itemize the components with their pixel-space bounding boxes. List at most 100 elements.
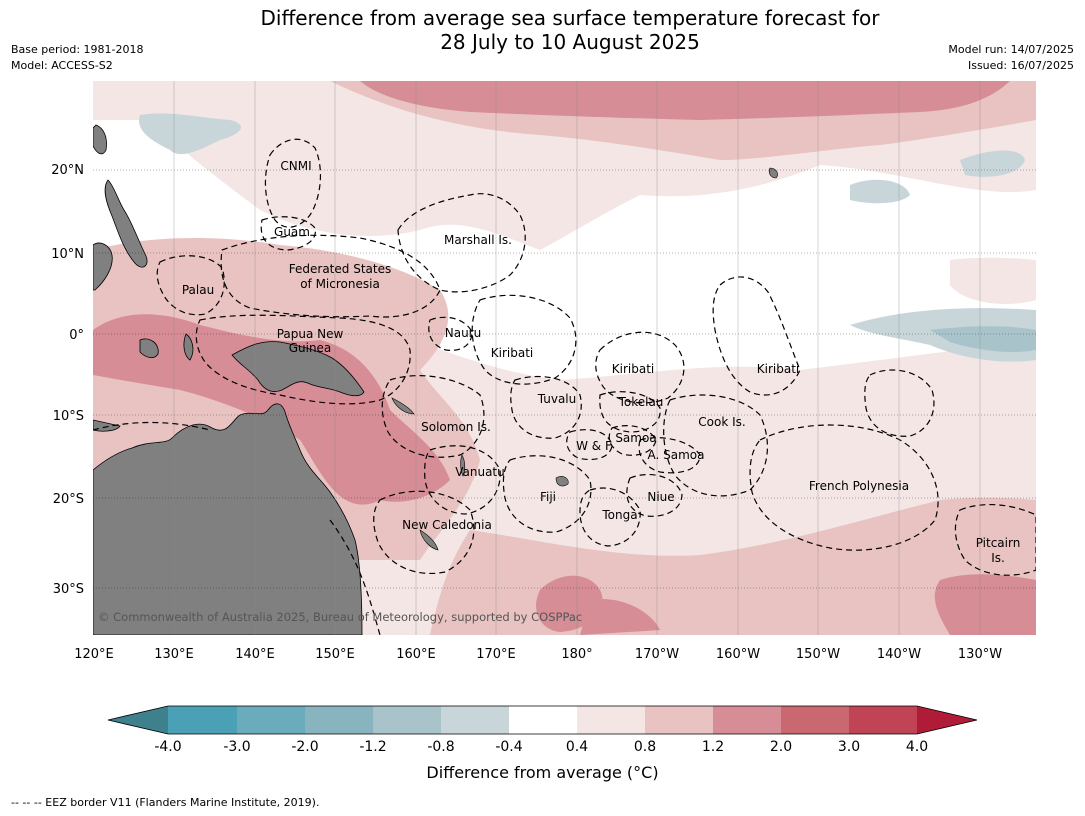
label-png-line1: Papua New: [277, 327, 344, 341]
cb-tick-6: 0.4: [566, 739, 588, 755]
title-line-1: Difference from average sea surface temp…: [260, 6, 880, 30]
lon-label-130e: 130°E: [154, 647, 194, 662]
lon-label-130w: 130°W: [958, 647, 1002, 662]
vanuatu-landmass: [460, 454, 466, 477]
eez-nauru: [428, 316, 473, 351]
anomaly-1.2-north: [360, 81, 1010, 120]
issued-date: Issued: 16/07/2025: [967, 59, 1074, 72]
eez-tokelau: [599, 391, 661, 433]
label-palau: Palau: [182, 283, 214, 297]
colorbar-ticks: -4.0 -3.0 -2.0 -1.2 -0.8 -0.4 0.4 0.8 1.…: [154, 739, 928, 755]
cb-tick-11: 4.0: [906, 739, 928, 755]
cb-tick-5: -0.4: [495, 739, 522, 755]
colorbar-swatch-8: [645, 706, 713, 734]
label-tokelau: Tokelau: [618, 395, 664, 409]
eez-fsm: [220, 234, 441, 318]
region-labels: CNMI Guam Marshall Is. Federated States …: [182, 159, 1020, 565]
eez-guam: [260, 216, 316, 251]
anomaly-cool-northeast: [960, 150, 1025, 177]
lon-label-150e: 150°E: [315, 647, 355, 662]
colorbar-swatch-12: [917, 706, 977, 734]
model-name: Model: ACCESS-S2: [11, 59, 113, 72]
halmahera-landmass: [183, 333, 194, 361]
base-period: Base period: 1981-2018: [11, 43, 144, 56]
label-samoa: Samoa: [615, 431, 656, 445]
eez-palau: [156, 255, 225, 316]
eez-kiribati-east: [864, 369, 935, 437]
new-guinea-landmass: [231, 341, 365, 397]
australia-landmass: [93, 403, 363, 635]
eez-american-samoa: [638, 437, 701, 474]
anomaly-0.4-east: [950, 257, 1036, 305]
cb-tick-0: -4.0: [154, 739, 181, 755]
lat-label-10s: 10°S: [53, 409, 84, 424]
eez-cook: [663, 394, 769, 497]
label-kiribati-east: Kiribati: [757, 362, 799, 376]
sulawesi-landmass: [139, 338, 159, 358]
eez-png: [195, 314, 411, 405]
lat-label-20n: 20°N: [51, 163, 84, 178]
sst-map: CNMI Guam Marshall Is. Federated States …: [93, 81, 1036, 635]
cb-tick-2: -2.0: [291, 739, 318, 755]
label-cook: Cook Is.: [698, 415, 745, 429]
lon-label-170w: 170°W: [635, 647, 679, 662]
eez-solomon: [381, 375, 485, 458]
lat-label-30s: 30°S: [53, 582, 84, 597]
borneo-landmass: [93, 242, 113, 291]
eez-borders: [93, 138, 1036, 635]
eez-tuvalu: [510, 375, 582, 439]
lon-label-120e: 120°E: [74, 647, 114, 662]
label-fsm-line2: of Micronesia: [300, 277, 380, 291]
label-kiribati-central: Kiribati: [612, 362, 654, 376]
lon-label-160w: 160°W: [716, 647, 760, 662]
colorbar-swatch-2: [237, 706, 305, 734]
cb-tick-3: -1.2: [359, 739, 386, 755]
eez-kiribati-phoenix: [595, 331, 685, 404]
label-cnmi: CNMI: [280, 159, 311, 173]
anomaly-1.2-south-b: [580, 599, 660, 635]
label-pitcairn-line2: Is.: [991, 551, 1005, 565]
colorbar: -4.0 -3.0 -2.0 -1.2 -0.8 -0.4 0.4 0.8 1.…: [107, 705, 978, 755]
colorbar-swatch-6: [509, 706, 577, 734]
eez-tonga: [579, 487, 641, 547]
colorbar-swatch-10: [781, 706, 849, 734]
colorbar-outline: [107, 705, 978, 735]
label-marshall: Marshall Is.: [444, 233, 512, 247]
label-fsm-line1: Federated States: [289, 262, 391, 276]
label-american-samoa: A. Samoa: [648, 448, 705, 462]
cb-tick-7: 0.8: [634, 739, 656, 755]
label-tonga: Tonga: [601, 508, 637, 522]
colorbar-swatch-5: [441, 706, 509, 734]
lon-label-160e: 160°E: [396, 647, 436, 662]
solomon-landmass: [391, 397, 415, 415]
label-solomon: Solomon Is.: [421, 420, 491, 434]
label-kiribati-west: Kiribati: [491, 346, 533, 360]
colorbar-swatch-3: [305, 706, 373, 734]
cb-tick-4: -0.8: [427, 739, 454, 755]
lon-label-140w: 140°W: [877, 647, 921, 662]
lon-label-180: 180°: [561, 647, 592, 662]
label-french-polynesia: French Polynesia: [809, 479, 909, 493]
label-tuvalu: Tuvalu: [537, 392, 577, 406]
title-line-2: 28 July to 10 August 2025: [440, 30, 700, 54]
eez-footnote: -- -- -- EEZ border V11 (Flanders Marine…: [11, 796, 320, 809]
lat-label-20s: 20°S: [53, 492, 84, 507]
eez-new-caledonia: [373, 490, 475, 574]
eez-vanuatu: [424, 445, 501, 515]
colorbar-swatch-0: [108, 706, 168, 734]
hawaii-landmass: [768, 167, 778, 179]
new-caledonia-landmass: [419, 529, 439, 551]
gridlines: [93, 169, 1036, 589]
anomaly-cool-equator-core: [930, 326, 1036, 353]
label-niue: Niue: [647, 490, 674, 504]
label-nauru: Nauru: [445, 326, 481, 340]
lat-label-0: 0°: [69, 328, 84, 343]
colorbar-label: Difference from average (°C): [426, 763, 659, 782]
map-title: Difference from average sea surface temp…: [0, 6, 1085, 54]
eez-french-polynesia: [749, 424, 939, 551]
lon-label-150w: 150°W: [796, 647, 840, 662]
lon-label-140e: 140°E: [235, 647, 275, 662]
label-new-caledonia: New Caledonia: [402, 518, 492, 532]
colorbar-swatch-4: [373, 706, 441, 734]
label-vanuatu: Vanuatu: [455, 465, 505, 479]
